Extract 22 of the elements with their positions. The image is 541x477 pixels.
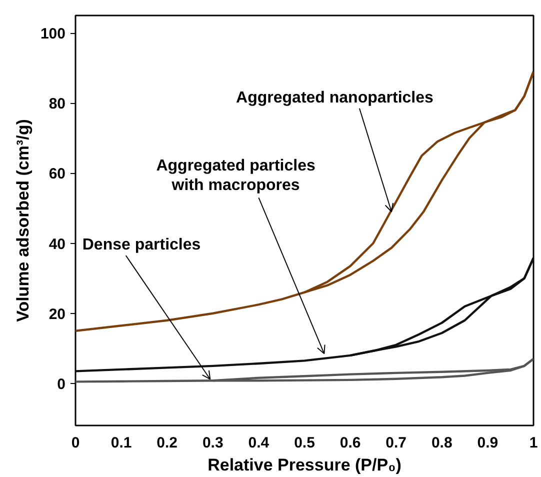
annotation: Aggregated particles with macropores bbox=[156, 157, 316, 194]
y-tick-label: 20 bbox=[48, 306, 66, 323]
annotation: Aggregated nanoparticles bbox=[236, 89, 434, 106]
x-tick-label: 0.4 bbox=[248, 434, 270, 452]
annotation: Dense particles bbox=[82, 236, 201, 254]
y-tick-label: 0 bbox=[57, 376, 66, 393]
x-tick-label: 1 bbox=[529, 434, 538, 452]
x-axis-title: Relative Pressure (P/P₀) bbox=[208, 456, 402, 474]
x-tick-label: 0.3 bbox=[202, 434, 224, 452]
x-tick-label: 0.5 bbox=[294, 434, 315, 452]
x-tick-label: 0.7 bbox=[386, 434, 407, 452]
y-tick-label: 60 bbox=[48, 166, 66, 183]
x-tick-label: 0.9 bbox=[477, 434, 498, 452]
x-tick-label: 0.6 bbox=[340, 434, 361, 452]
x-tick-label: 0.8 bbox=[431, 434, 452, 452]
x-tick-label: 0.1 bbox=[110, 434, 132, 452]
y-axis-title: Volume adsorbed (cm³/g) bbox=[13, 119, 32, 322]
y-tick-label: 40 bbox=[48, 236, 66, 253]
x-tick-label: 0 bbox=[71, 434, 80, 452]
y-tick-label: 80 bbox=[48, 96, 66, 113]
y-tick-label: 100 bbox=[40, 26, 66, 43]
x-tick-label: 0.2 bbox=[156, 434, 178, 452]
